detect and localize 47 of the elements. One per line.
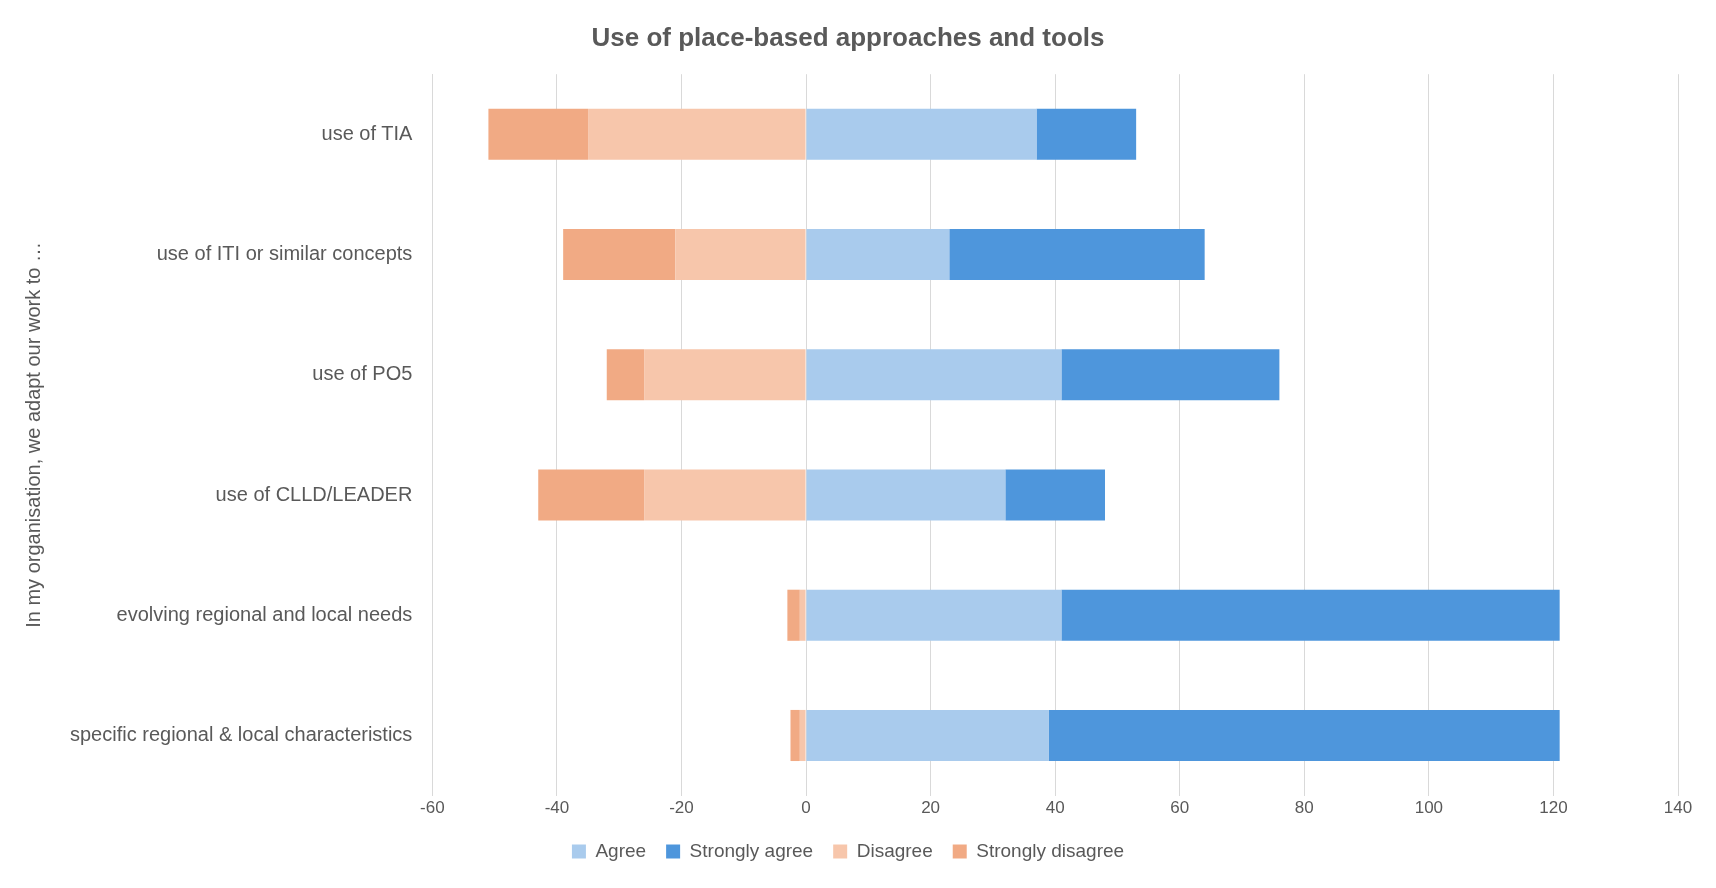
bar — [588, 108, 806, 160]
y-tick-label: evolving regional and local needs — [116, 602, 413, 625]
legend-label: Strongly agree — [689, 839, 814, 861]
bar — [949, 229, 1205, 281]
x-tick-label: -20 — [669, 798, 694, 818]
bar — [806, 589, 1062, 641]
y-axis-title: In my organisation, we adapt our work to … — [21, 242, 44, 628]
x-tick-label: -60 — [420, 798, 445, 818]
bar — [799, 589, 806, 641]
x-tick-label: 0 — [801, 798, 811, 818]
legend-label: Strongly disagree — [976, 839, 1125, 861]
bar — [806, 108, 1037, 160]
bar — [806, 469, 1006, 521]
bar — [806, 229, 950, 281]
bar — [790, 709, 800, 762]
x-tick-label: 100 — [1414, 798, 1444, 818]
bar — [1048, 709, 1560, 762]
x-tick-label: -40 — [544, 798, 570, 818]
y-tick-label: use of ITI or similar concepts — [156, 242, 413, 265]
bar — [644, 349, 806, 401]
bar — [644, 469, 806, 521]
x-tick-label: 80 — [1294, 798, 1314, 818]
bar — [787, 589, 800, 641]
bar — [806, 709, 1049, 762]
x-tick-label: 40 — [1045, 798, 1065, 818]
y-tick-label: use of PO5 — [312, 362, 413, 385]
bar — [1061, 349, 1280, 401]
bar — [488, 108, 589, 160]
legend-label: Disagree — [856, 839, 933, 861]
bar — [606, 349, 645, 401]
bar — [675, 229, 806, 281]
legend-label: Agree — [595, 839, 647, 861]
x-tick-label: 60 — [1170, 798, 1190, 818]
bar — [538, 469, 645, 521]
bar — [1036, 108, 1137, 160]
x-tick-label: 20 — [921, 798, 941, 818]
x-tick-label: 120 — [1539, 798, 1568, 818]
bar — [563, 229, 676, 281]
y-tick-label: use of CLLD/LEADER — [215, 482, 413, 505]
bar — [1005, 469, 1106, 521]
chart-title: Use of place-based approaches and tools — [591, 21, 1105, 52]
y-tick-label: use of TIA — [321, 121, 414, 144]
bar — [1061, 589, 1560, 641]
bar — [799, 709, 806, 762]
bar — [806, 349, 1062, 401]
x-tick-label: 140 — [1663, 798, 1693, 818]
y-tick-label: specific regional & local characteristics — [69, 723, 413, 745]
